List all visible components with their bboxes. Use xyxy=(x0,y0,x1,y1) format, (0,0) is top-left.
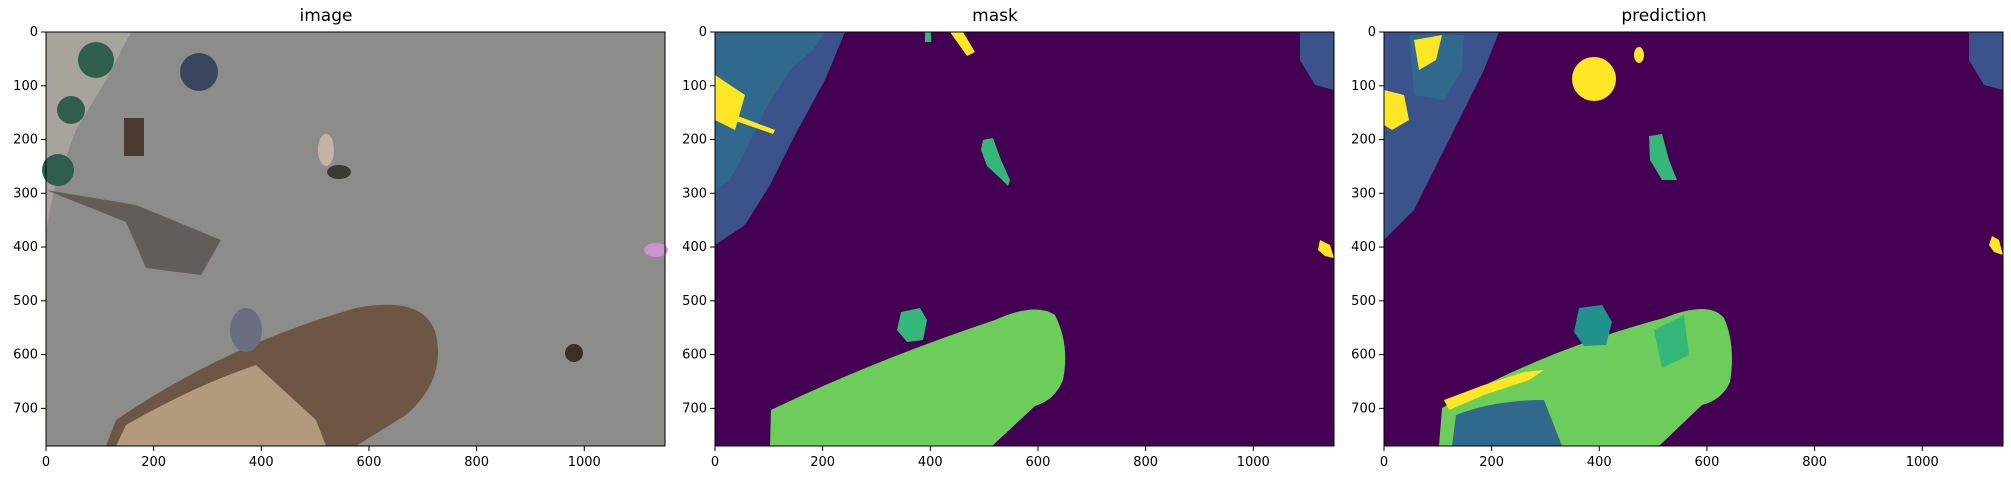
y-tick-label: 200 xyxy=(13,133,38,148)
panel-title: prediction xyxy=(1621,6,1707,26)
y-tick-label: 200 xyxy=(682,133,707,148)
y-tick-label: 700 xyxy=(13,401,38,416)
x-tick-label: 800 xyxy=(1133,455,1158,470)
y-tick-label: 100 xyxy=(1351,79,1376,94)
prediction-region-teal-person xyxy=(1574,305,1612,346)
plot-prediction: 0 200 400 600 800 1000 0 100 200 300 400 500 600 700 xyxy=(1351,25,2004,470)
x-tick-label: 0 xyxy=(711,455,719,470)
axes-frame xyxy=(45,31,666,447)
x-tick-label: 1000 xyxy=(1906,455,1939,470)
mask-region-green xyxy=(925,32,931,42)
prediction-image-area xyxy=(1384,32,2003,446)
manhole-shape xyxy=(180,53,218,91)
axes-frame xyxy=(1383,31,2004,447)
x-tick-label: 400 xyxy=(249,455,274,470)
y-axis: 0 100 200 300 400 500 600 700 xyxy=(13,25,46,416)
mask-region-blue xyxy=(715,32,825,190)
bush-shape xyxy=(57,96,85,124)
x-tick-label: 800 xyxy=(464,455,489,470)
x-tick-label: 1000 xyxy=(1237,455,1270,470)
y-tick-label: 100 xyxy=(682,79,707,94)
y-tick-label: 0 xyxy=(699,25,707,40)
mask-region-dark-blue xyxy=(1300,32,1334,90)
x-tick-label: 400 xyxy=(1587,455,1612,470)
prediction-region-dark-blue xyxy=(1969,32,2003,90)
sign-shadow-shape xyxy=(46,190,221,275)
x-tick-label: 600 xyxy=(1695,455,1720,470)
x-axis: 0 200 400 600 800 1000 xyxy=(42,446,601,470)
dark-spot-shape xyxy=(565,344,583,362)
prediction-region-yellow xyxy=(1414,35,1442,70)
panel-title: mask xyxy=(972,6,1018,26)
mask-region-car xyxy=(770,309,1066,446)
prediction-region-green-person xyxy=(1649,134,1677,180)
x-tick-label: 200 xyxy=(141,455,166,470)
y-axis: 0 100 200 300 400 500 600 700 xyxy=(682,25,715,416)
mask-region-yellow-object xyxy=(1318,240,1334,258)
panel-title: image xyxy=(299,6,353,26)
gravel-area xyxy=(46,32,131,230)
x-tick-label: 200 xyxy=(810,455,835,470)
sign-shape xyxy=(124,118,144,156)
y-tick-label: 400 xyxy=(13,240,38,255)
y-tick-label: 600 xyxy=(682,348,707,363)
y-tick-label: 200 xyxy=(1351,133,1376,148)
y-tick-label: 300 xyxy=(682,186,707,201)
mask-region-green-person xyxy=(981,138,1010,186)
y-tick-label: 0 xyxy=(1368,25,1376,40)
prediction-region-blue-car-part xyxy=(1452,400,1562,446)
prediction-region-yellow xyxy=(1634,47,1644,63)
x-tick-label: 0 xyxy=(42,455,50,470)
prediction-region-green xyxy=(1654,315,1689,368)
x-axis: 0 200 400 600 800 1000 xyxy=(1380,446,1939,470)
y-tick-label: 300 xyxy=(1351,186,1376,201)
plot-image: 0 200 400 600 800 1000 0 100 200 300 400 500 600 700 xyxy=(13,25,668,470)
x-tick-label: 0 xyxy=(1380,455,1388,470)
mask-region-green-person-near-car xyxy=(897,308,927,342)
pink-object-shape xyxy=(644,243,668,257)
x-axis: 0 200 400 600 800 1000 xyxy=(711,446,1270,470)
prediction-region-yellow xyxy=(1384,90,1409,130)
prediction-region-yellow-object xyxy=(1989,236,2003,255)
axes-frame xyxy=(714,31,1335,447)
bush-shape xyxy=(78,42,114,78)
x-tick-label: 200 xyxy=(1479,455,1504,470)
y-tick-label: 600 xyxy=(13,348,38,363)
plot-mask: 0 200 400 600 800 1000 0 100 200 300 400 500 600 700 xyxy=(682,25,1335,470)
y-tick-label: 300 xyxy=(13,186,38,201)
y-tick-label: 700 xyxy=(682,401,707,416)
x-tick-label: 400 xyxy=(918,455,943,470)
y-axis: 0 100 200 300 400 500 600 700 xyxy=(1351,25,1384,416)
panel-mask: mask 0 200 400 600 800 1000 0 100 200 300 400 500 6… xyxy=(675,0,1335,478)
y-tick-label: 400 xyxy=(682,240,707,255)
person-shape xyxy=(318,134,334,166)
mask-image-area xyxy=(715,32,1334,446)
image-area xyxy=(42,32,668,446)
bush-shape xyxy=(42,154,74,186)
x-tick-label: 800 xyxy=(1802,455,1827,470)
person-shadow-shape xyxy=(327,165,351,179)
panel-image: image xyxy=(6,0,668,478)
x-tick-label: 600 xyxy=(357,455,382,470)
prediction-region-yellow-edge xyxy=(1444,370,1544,410)
y-tick-label: 500 xyxy=(13,294,38,309)
y-tick-label: 400 xyxy=(1351,240,1376,255)
person-near-car-shape xyxy=(230,308,262,352)
x-tick-label: 1000 xyxy=(568,455,601,470)
prediction-region-dark-blue xyxy=(1384,32,1499,240)
prediction-region-yellow-blob xyxy=(1572,57,1616,101)
y-tick-label: 500 xyxy=(1351,294,1376,309)
panel-prediction: prediction 0 200 400 600 800 1000 0 100 200 300 4… xyxy=(1344,0,2004,478)
x-tick-label: 600 xyxy=(1026,455,1051,470)
y-tick-label: 500 xyxy=(682,294,707,309)
car-roof-shape xyxy=(116,365,326,446)
mask-region-yellow-stripe xyxy=(733,115,775,134)
y-tick-label: 0 xyxy=(30,25,38,40)
y-tick-label: 600 xyxy=(1351,348,1376,363)
y-tick-label: 700 xyxy=(1351,401,1376,416)
mask-region-yellow xyxy=(950,32,975,56)
y-tick-label: 100 xyxy=(13,79,38,94)
